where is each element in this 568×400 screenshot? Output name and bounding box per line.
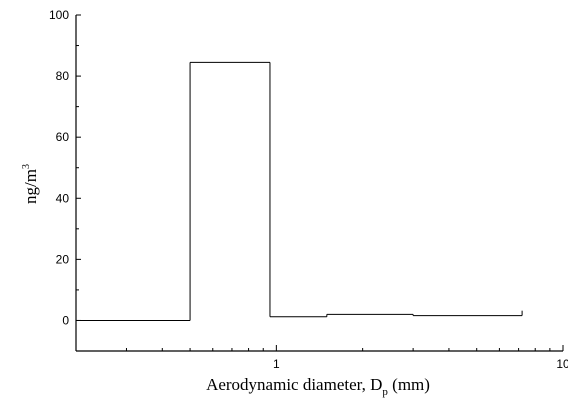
y-axis-title-sup: 3 [21, 164, 32, 169]
y-tick-label: 100 [49, 8, 69, 22]
x-axis-title: Aerodynamic diameter, Dp (mm) [206, 375, 430, 398]
axes [75, 15, 563, 352]
x-axis-title-sub: p [382, 386, 388, 398]
y-tick-label: 40 [56, 191, 70, 205]
x-tick-label: 1 [273, 357, 280, 371]
histogram-series [76, 61, 523, 321]
x-tick-label: 10 [556, 357, 568, 371]
x-axis-title-unit: (mm) [388, 375, 430, 394]
y-tick-label: 60 [56, 130, 70, 144]
y-tick-label: 0 [62, 313, 69, 327]
y-tick-label: 20 [56, 252, 70, 266]
y-axis-title: ng/m3 [21, 164, 40, 204]
ticks: 0 20 40 60 80 100 1 10 [49, 8, 568, 371]
y-tick-label: 80 [56, 69, 70, 83]
